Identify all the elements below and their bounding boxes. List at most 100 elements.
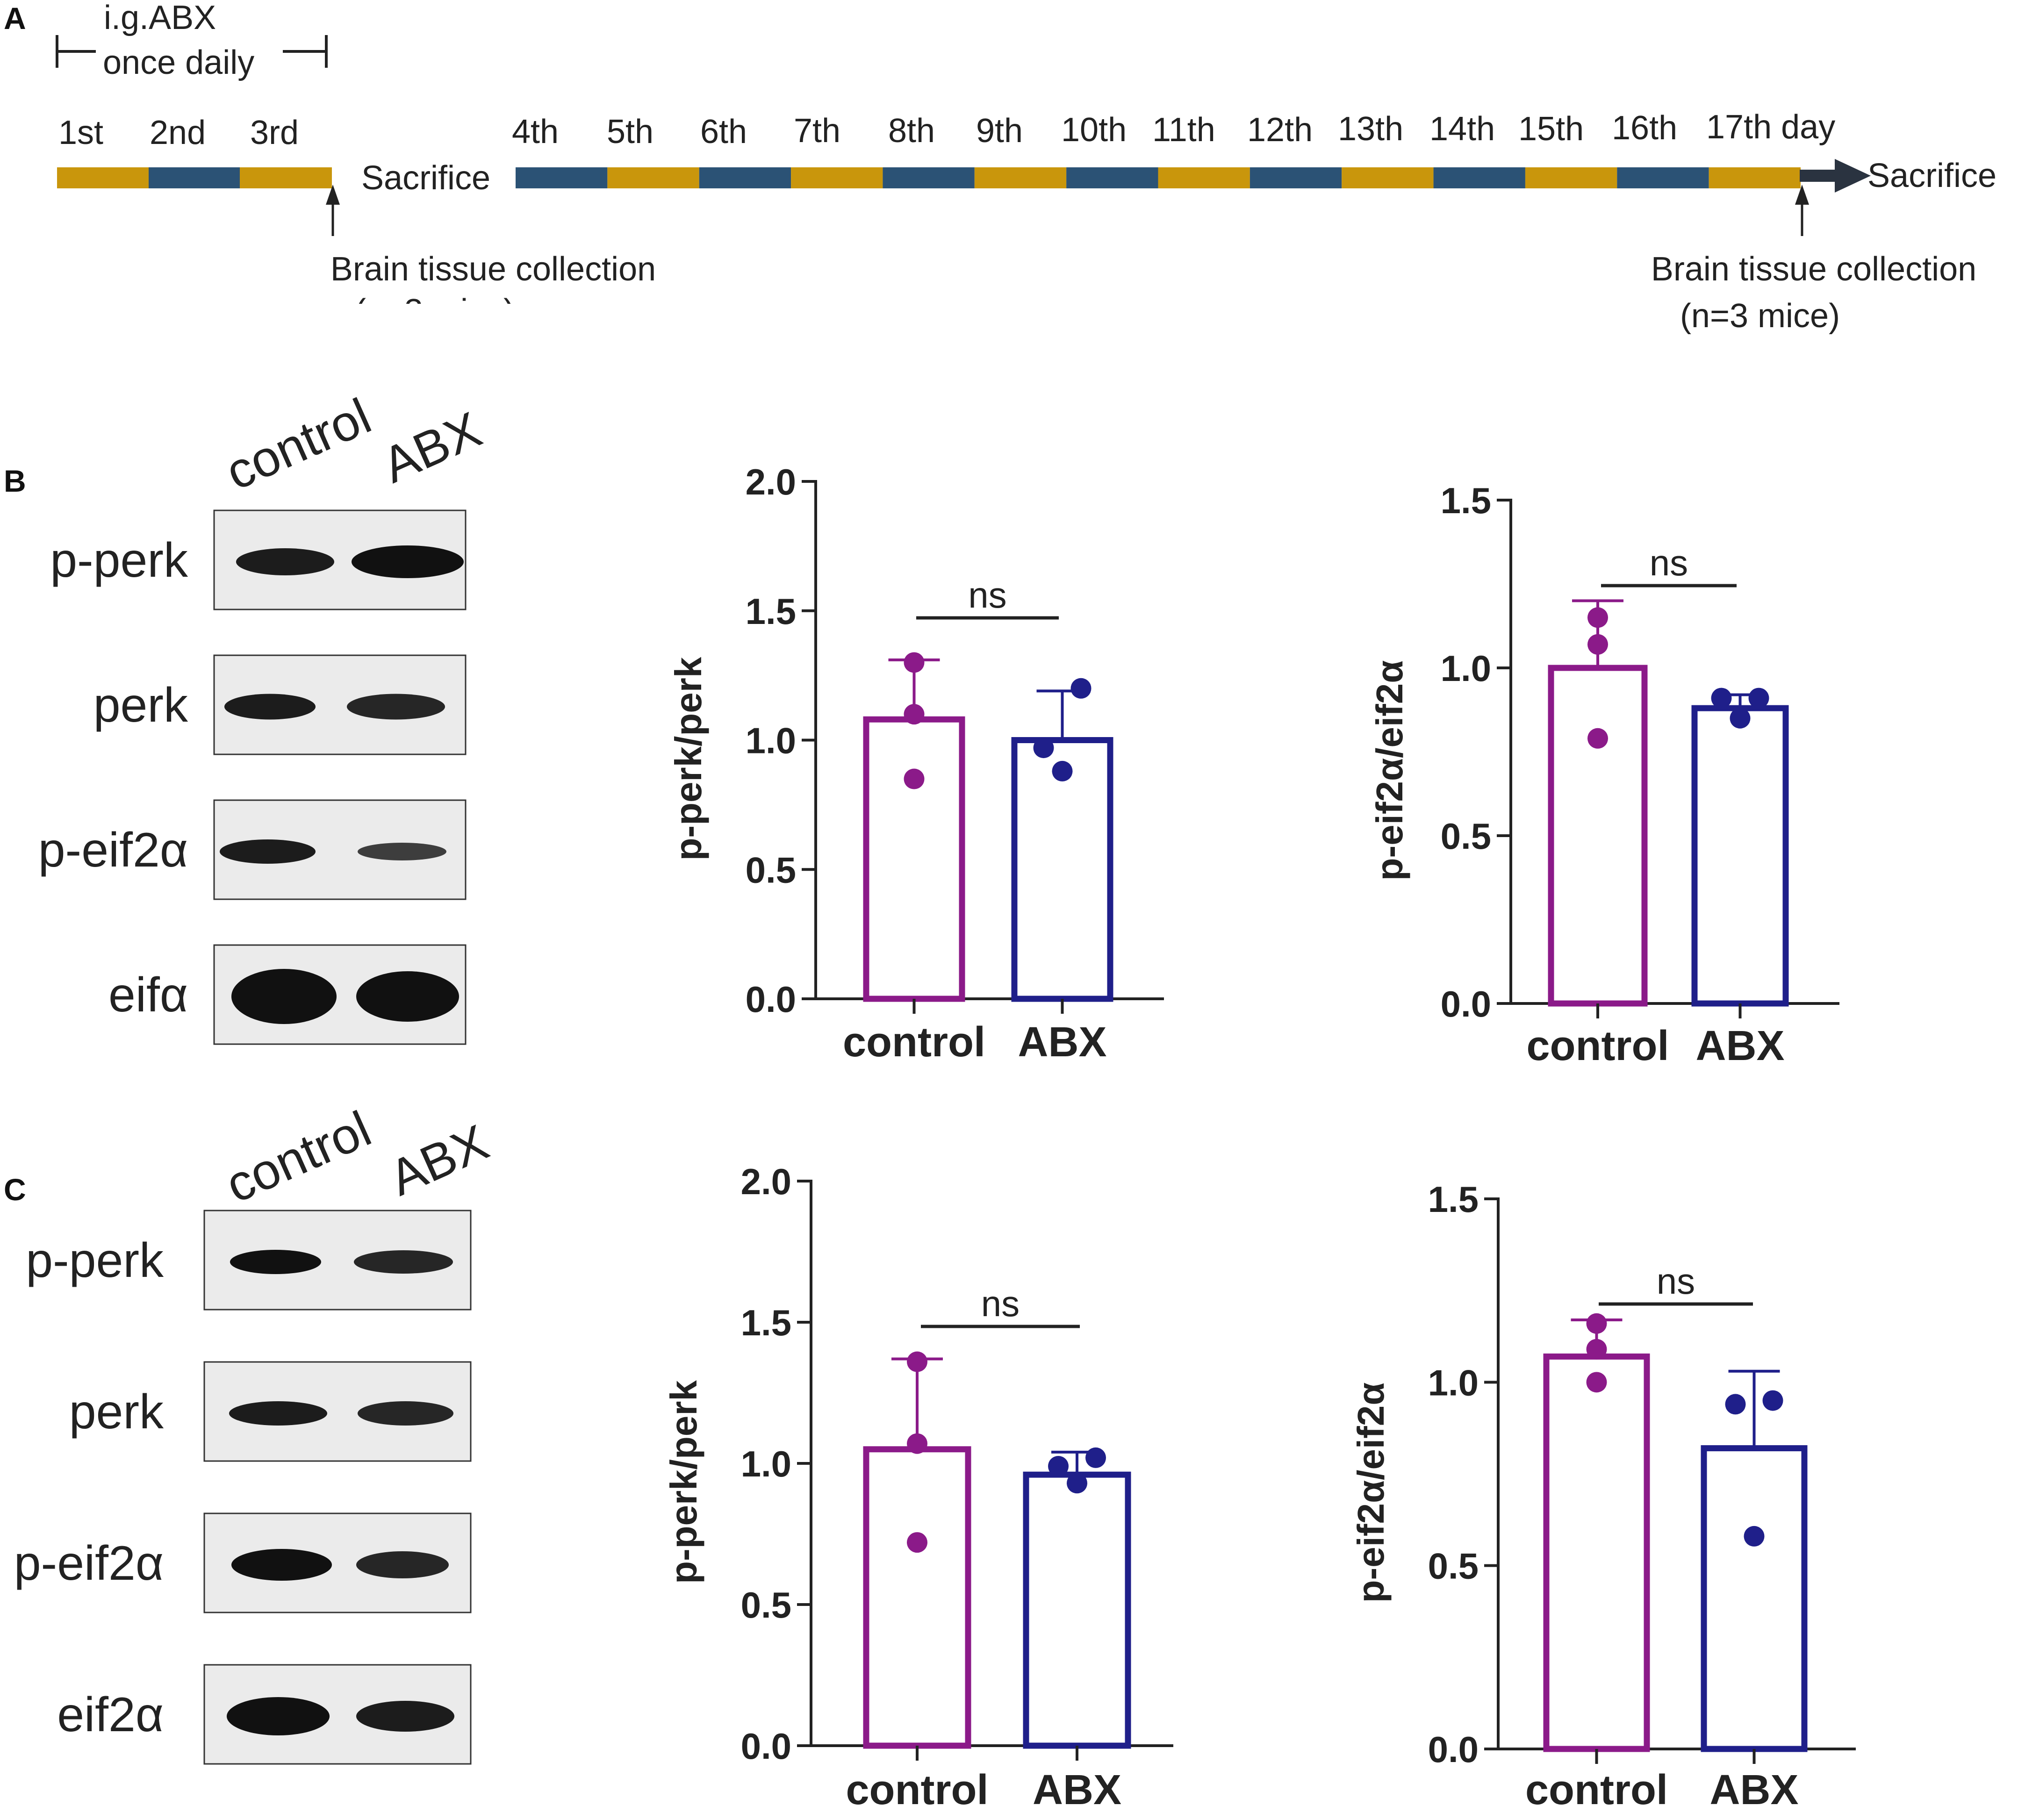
timeline-day-label: 17th day [1706, 108, 1835, 146]
data-point [1586, 1372, 1607, 1393]
bar [1023, 1471, 1131, 1749]
timeline-segment [1617, 167, 1709, 188]
y-tick-label: 1.5 [746, 591, 796, 632]
collection-left-clip-mask [280, 304, 701, 337]
timeline-segment [1525, 167, 1617, 188]
end-arrow-shaft [1800, 170, 1838, 182]
sacrifice-end-label: Sacrifice [1867, 157, 1996, 194]
data-point [1586, 1313, 1607, 1334]
significance-label: ns [981, 1283, 1020, 1324]
blot-band [230, 1250, 321, 1274]
panel-letter-c: C [4, 1172, 26, 1207]
blot-row-label: p-perk [26, 1233, 164, 1288]
blot-row-label: p-eif2α [38, 823, 188, 877]
panel-letter-a: A [4, 1, 26, 36]
y-axis-title: p-eif2α/eif2α [1350, 1383, 1392, 1603]
blot-band [227, 1697, 330, 1735]
data-point [1586, 1339, 1607, 1360]
timeline-segment [1066, 167, 1158, 188]
timeline-segment [149, 167, 240, 188]
y-tick-label: 0.5 [1441, 816, 1491, 857]
significance-label: ns [1657, 1261, 1695, 1302]
bar [1701, 1445, 1808, 1752]
timeline-day-label: 12th [1247, 111, 1313, 149]
data-point [907, 1351, 927, 1372]
y-tick-label: 0.5 [741, 1584, 791, 1626]
x-category-label: ABX [1695, 1023, 1784, 1069]
blot-band [356, 971, 459, 1022]
x-category-label: ABX [1033, 1767, 1121, 1813]
panel-letter-b: B [4, 464, 26, 498]
x-category-label: ABX [1709, 1767, 1798, 1813]
blot-band [358, 843, 446, 860]
blot-band [220, 839, 316, 864]
blot-lane-label: control [217, 387, 379, 501]
blot-band [356, 1551, 449, 1578]
bracket-label-line2: once daily [103, 44, 254, 81]
timeline-segment [607, 167, 699, 188]
timeline-segment [1158, 167, 1250, 188]
blot-band [231, 969, 337, 1024]
x-category-label: ABX [1018, 1019, 1106, 1066]
timeline-segment [240, 167, 332, 188]
data-point [1587, 607, 1608, 628]
blot-band [354, 1250, 453, 1274]
collection-right-arrow-head [1795, 185, 1809, 205]
data-point [1725, 1394, 1746, 1415]
data-point [1033, 738, 1054, 759]
y-tick-label: 1.5 [1428, 1179, 1479, 1220]
data-point [1744, 1526, 1765, 1547]
bar [1543, 1353, 1650, 1752]
y-tick-label: 0.0 [1428, 1729, 1479, 1770]
blot-band [347, 694, 445, 720]
data-point [1070, 678, 1092, 699]
blot-row-label: eif2α [57, 1688, 164, 1742]
timeline-segment [883, 167, 975, 188]
timeline-day-label: 10th [1061, 111, 1127, 149]
data-point [907, 1433, 927, 1454]
blot-row-label: p-eif2α [14, 1536, 164, 1591]
timeline: i.g.ABX once daily 1st 2nd 3rd 4th 5th 6th 7th… [56, 0, 1996, 337]
bar [1691, 705, 1789, 1007]
blot-lane-label: ABX [381, 1114, 496, 1206]
timeline-day-label: 11th [1152, 111, 1215, 149]
blot-band [352, 545, 464, 578]
blot-row-label: perk [93, 678, 188, 732]
timeline-segments [57, 167, 1801, 188]
timeline-segment [1250, 167, 1342, 188]
timeline-segment [516, 167, 608, 188]
bar-chart: 0.0 0.5 1.0 1.5 p-eif2α/eif2α control ABX ns [1369, 480, 1839, 1069]
blot-band [358, 1401, 453, 1426]
y-tick-label: 0.5 [1428, 1546, 1479, 1587]
bar-chart: 0.0 0.5 1.0 1.5 2.0 p-perk/perk control ABX ns [668, 461, 1164, 1066]
timeline-day-label: 3rd [250, 114, 299, 151]
y-tick-label: 2.0 [741, 1161, 791, 1202]
timeline-day-labels: 1st 2nd 3rd 4th 5th 6th 7th 8th 9th 10th 11th 12th 1… [58, 108, 1835, 151]
timeline-day-label: 7th [794, 112, 840, 150]
y-tick-label: 1.5 [1441, 480, 1491, 521]
y-tick-label: 0.0 [741, 1726, 791, 1767]
timeline-day-label: 2nd [150, 114, 206, 151]
y-tick-label: 0.0 [746, 979, 796, 1020]
timeline-day-label: 14th [1429, 110, 1495, 148]
timeline-segment [57, 167, 149, 188]
blot-row-label: eifα [108, 968, 188, 1022]
blot-band [231, 1549, 332, 1581]
y-tick-label: 1.0 [1441, 648, 1491, 689]
timeline-day-label: 16th [1612, 109, 1677, 147]
data-point [1762, 1390, 1783, 1411]
y-axis-title: p-eif2α/eif2α [1369, 660, 1410, 881]
timeline-segment [974, 167, 1067, 188]
y-axis-title: p-perk/perk [668, 657, 709, 860]
collection-right-label: Brain tissue collection [1651, 251, 1976, 288]
bar [863, 1446, 971, 1749]
timeline-segment [1342, 167, 1434, 188]
y-tick-label: 1.0 [746, 720, 796, 761]
timeline-day-label: 15th [1518, 110, 1584, 148]
y-tick-label: 0.5 [746, 849, 796, 890]
data-point [1085, 1447, 1106, 1468]
timeline-segment [791, 167, 883, 188]
timeline-day-label: 8th [888, 112, 935, 150]
